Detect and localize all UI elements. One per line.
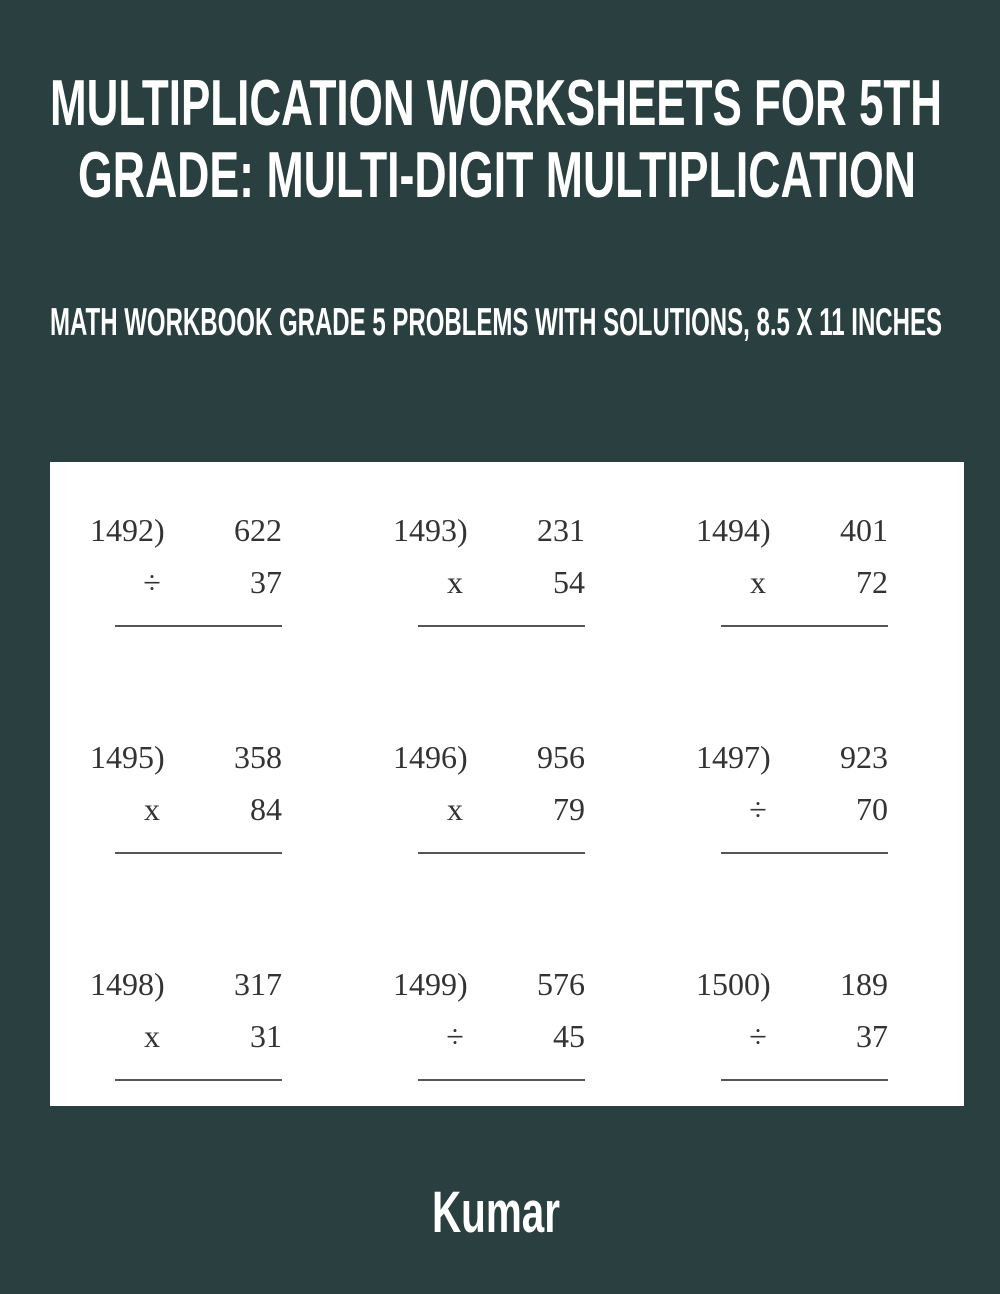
problem: 1499) 576 ÷ 45: [353, 916, 585, 1086]
answer-line: [721, 625, 888, 627]
operator-sign: ÷: [446, 1018, 464, 1054]
answer-line: [115, 625, 282, 627]
operand-top: 956: [537, 739, 585, 775]
operand-bottom: 72: [856, 564, 888, 600]
operand-bottom: 45: [553, 1018, 585, 1054]
operand-bottom: 37: [856, 1018, 888, 1054]
problem: 1500) 189 ÷ 37: [656, 916, 888, 1086]
operand-bottom: 37: [250, 564, 282, 600]
problem: 1493) 231 x 54: [353, 462, 585, 632]
problem: 1495) 358 x 84: [50, 689, 282, 859]
problem: 1496) 956 x 79: [353, 689, 585, 859]
answer-line: [115, 852, 282, 854]
operand-bottom: 54: [553, 564, 585, 600]
problem-number: 1494): [696, 512, 771, 548]
answer-line: [721, 1079, 888, 1081]
title-line-2: GRADE: MULTI-DIGIT MULTIPLICATION: [78, 138, 916, 211]
operator-sign: x: [447, 791, 463, 827]
operator-sign: ÷: [143, 564, 161, 600]
answer-line: [721, 852, 888, 854]
problem-number: 1497): [696, 739, 771, 775]
operand-top: 358: [234, 739, 282, 775]
answer-line: [418, 1079, 585, 1081]
operator-sign: x: [750, 564, 766, 600]
operand-top: 231: [537, 512, 585, 548]
problem-number: 1500): [696, 966, 771, 1002]
problem-number: 1498): [90, 966, 165, 1002]
subtitle: MATH WORKBOOK GRADE 5 PROBLEMS WITH SOLU…: [50, 301, 942, 344]
operator-sign: x: [144, 1018, 160, 1054]
operand-bottom: 31: [250, 1018, 282, 1054]
problem-number: 1499): [393, 966, 468, 1002]
operand-top: 189: [840, 966, 888, 1002]
operator-sign: ÷: [749, 791, 767, 827]
problem: 1497) 923 ÷ 70: [656, 689, 888, 859]
problem-number: 1496): [393, 739, 468, 775]
problem-number: 1493): [393, 512, 468, 548]
operand-top: 317: [234, 966, 282, 1002]
problem: 1498) 317 x 31: [50, 916, 282, 1086]
operator-sign: x: [144, 791, 160, 827]
operator-sign: ÷: [749, 1018, 767, 1054]
problem-number: 1492): [90, 512, 165, 548]
operand-top: 923: [840, 739, 888, 775]
answer-line: [418, 852, 585, 854]
problem-number: 1495): [90, 739, 165, 775]
operand-bottom: 70: [856, 791, 888, 827]
operand-top: 576: [537, 966, 585, 1002]
author: Kumar: [432, 1180, 560, 1245]
problem: 1494) 401 x 72: [656, 462, 888, 632]
answer-line: [115, 1079, 282, 1081]
problem: 1492) 622 ÷ 37: [50, 462, 282, 632]
operand-bottom: 84: [250, 791, 282, 827]
title-line-1: MULTIPLICATION WORKSHEETS FOR 5TH: [50, 66, 942, 139]
operand-bottom: 79: [553, 791, 585, 827]
operator-sign: x: [447, 564, 463, 600]
answer-line: [418, 625, 585, 627]
operand-top: 622: [234, 512, 282, 548]
worksheet-panel: 1492) 622 ÷ 37 1493) 231 x 54 1494) 401 x 72 1495) 35…: [50, 462, 964, 1106]
operand-top: 401: [840, 512, 888, 548]
